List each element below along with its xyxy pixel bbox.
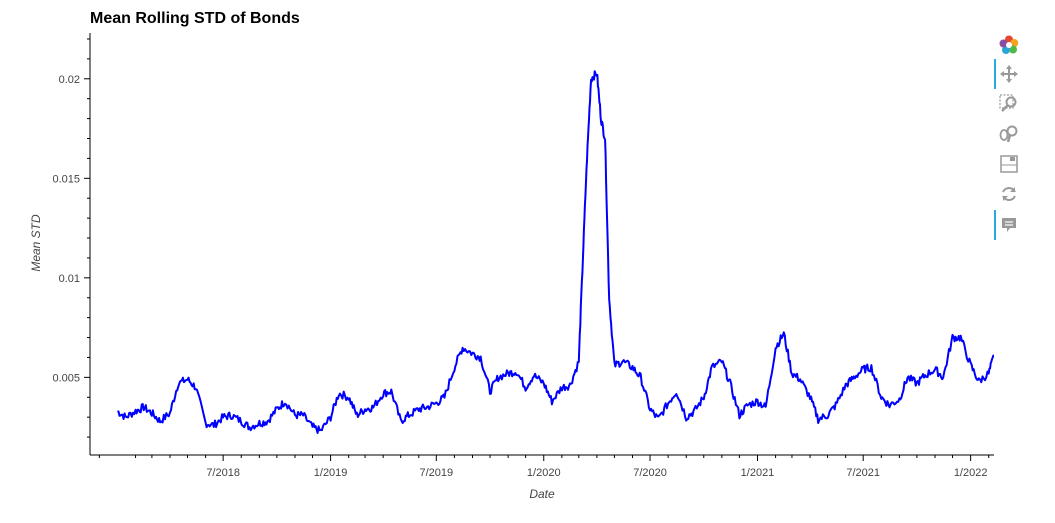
series-layer (117, 70, 994, 434)
hover-icon (1002, 218, 1016, 232)
bokeh-logo[interactable] (994, 30, 1024, 60)
bokeh-logo-icon (999, 35, 1019, 54)
wheel-zoom-icon (999, 125, 1018, 143)
save-icon (1000, 155, 1018, 173)
y-tick-label: 0.01 (59, 273, 80, 285)
y-tick-label: 0.015 (52, 173, 80, 185)
y-axis-label: Mean STD (29, 214, 43, 272)
save-tool[interactable] (994, 149, 1024, 179)
series-line (117, 70, 994, 434)
pan-icon (1000, 65, 1018, 83)
y-tick-label: 0.02 (59, 74, 80, 86)
box-zoom-icon (999, 94, 1017, 112)
wheel-zoom-tool[interactable] (994, 119, 1024, 149)
y-tick-label: 0.005 (52, 372, 80, 384)
reset-icon (1002, 187, 1016, 201)
chart-toolbar (994, 30, 1024, 250)
active-indicator (994, 59, 996, 89)
x-tick-label: 7/2019 (419, 467, 453, 479)
x-axis-ticks: 7/2018 1/2019 7/2019 1/2020 7/2020 1/2021 7/20… (98, 455, 990, 479)
x-tick-label: 1/2019 (314, 467, 348, 479)
x-axis-label: Date (529, 487, 555, 501)
x-tick-label: 1/2021 (741, 467, 775, 479)
plot-area[interactable]: 0.005 0.01 0.015 0.02 7/2018 1/2019 7/2019 1/2… (0, 0, 994, 523)
reset-tool[interactable] (994, 179, 1024, 209)
x-tick-label: 7/2018 (206, 467, 240, 479)
x-tick-label: 1/2020 (527, 467, 561, 479)
x-tick-label: 1/2022 (954, 467, 988, 479)
active-indicator (994, 210, 996, 240)
axes (89, 33, 994, 456)
chart-title: Mean Rolling STD of Bonds (90, 10, 300, 27)
y-axis-ticks: 0.005 0.01 0.015 0.02 (52, 38, 90, 438)
x-tick-label: 7/2021 (846, 467, 880, 479)
box-zoom-tool[interactable] (994, 89, 1024, 119)
hover-tool[interactable] (994, 210, 1024, 240)
x-tick-label: 7/2020 (633, 467, 667, 479)
pan-tool[interactable] (994, 59, 1024, 89)
